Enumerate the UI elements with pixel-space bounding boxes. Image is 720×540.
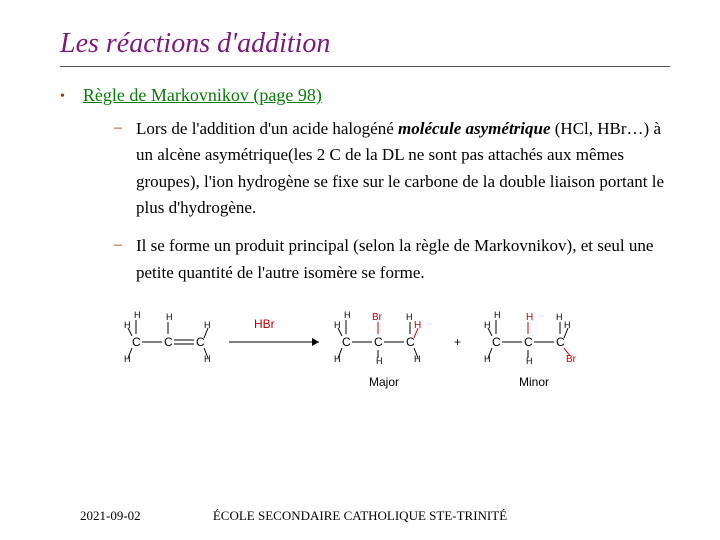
svg-text:Br: Br	[372, 312, 383, 323]
reaction-svg: C C C H H H H H H	[114, 298, 654, 393]
divider	[60, 66, 670, 67]
bullet-icon: •	[60, 89, 65, 105]
svg-text:H: H	[484, 320, 491, 330]
svg-text:H: H	[526, 356, 533, 366]
svg-text:C: C	[342, 335, 351, 349]
svg-text:H: H	[344, 310, 351, 320]
svg-text:H: H	[134, 310, 141, 320]
subheading: Règle de Markovnikov (page 98)	[83, 85, 322, 106]
svg-text:C: C	[164, 335, 173, 349]
dash-icon: –	[114, 119, 126, 137]
svg-text:H: H	[334, 320, 341, 330]
reaction-diagram: C C C H H H H H H	[114, 298, 670, 393]
svg-text:C: C	[492, 335, 501, 349]
svg-text:H: H	[556, 312, 563, 322]
sub-item-1: – Lors de l'addition d'un acide halogéné…	[114, 116, 670, 221]
footer-date: 2021-09-02	[80, 508, 141, 524]
para1: Lors de l'addition d'un acide halogéné m…	[136, 116, 670, 221]
svg-text:H: H	[406, 312, 413, 322]
para1-a: Lors de l'addition d'un acide halogéné	[136, 119, 398, 138]
svg-text:C: C	[196, 335, 205, 349]
para1-b: molécule asymétrique	[398, 119, 551, 138]
svg-text:C: C	[556, 335, 565, 349]
slide-title: Les réactions d'addition	[60, 28, 670, 60]
svg-text:H: H	[376, 356, 383, 366]
svg-text:H: H	[124, 320, 131, 330]
svg-text:H: H	[526, 312, 533, 323]
svg-text:H: H	[494, 310, 501, 320]
svg-text:Br: Br	[566, 354, 577, 365]
main-bullet: • Règle de Markovnikov (page 98)	[60, 85, 670, 106]
svg-text:H: H	[204, 320, 211, 330]
svg-text:C: C	[132, 335, 141, 349]
para2: Il se forme un produit principal (selon …	[136, 233, 670, 286]
plus-sign: +	[454, 335, 461, 349]
major-label: Major	[369, 375, 399, 389]
footer: 2021-09-02 ÉCOLE SECONDAIRE CATHOLIQUE S…	[0, 508, 720, 524]
sub-item-2: – Il se forme un produit principal (selo…	[114, 233, 670, 286]
reagent-label: HBr	[254, 317, 275, 331]
minor-label: Minor	[519, 375, 549, 389]
dash-icon: –	[114, 236, 126, 254]
svg-text:H: H	[166, 312, 173, 322]
svg-text:C: C	[524, 335, 533, 349]
svg-text:C: C	[374, 335, 383, 349]
footer-school: ÉCOLE SECONDAIRE CATHOLIQUE STE-TRINITÉ	[213, 508, 507, 524]
svg-text:C: C	[406, 335, 415, 349]
svg-text:H: H	[564, 320, 571, 330]
